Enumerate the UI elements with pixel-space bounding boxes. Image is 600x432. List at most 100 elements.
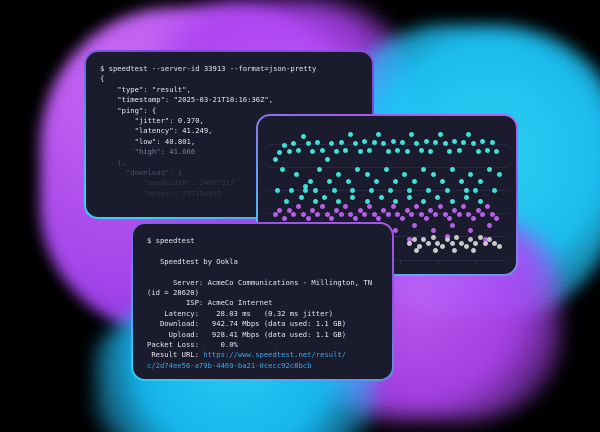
chart-dot-download [322,195,328,201]
chart-dot-download [411,178,417,184]
chart-dot-ping [430,234,436,240]
chart-dot-upload [305,215,311,221]
chart-dot-download [392,178,398,184]
chart-dot-upload [430,228,436,234]
chart-dot-download [444,187,450,193]
chart-dot-upload [300,211,306,217]
result-summary-text: $ speedtest Speedtest by Ookla Server: A… [133,224,392,371]
chart-dot-download [381,141,387,147]
chart-dot-upload [482,237,488,243]
chart-dot-download [378,195,384,201]
json-output-text: $ speedtest --server-id 33913 --format=j… [86,52,372,199]
chart-dot-upload [428,207,434,213]
json-output-line: {, [100,157,126,167]
chart-dot-download [289,187,295,193]
chart-dot-ping [487,237,493,243]
result-summary-line: Latency: 28.03 ms (0.32 ms jitter) [147,308,334,318]
chart-dot-download [496,172,502,178]
chart-dot-download [468,172,474,178]
json-output-line: "type": "result", [100,84,191,94]
chart-dot-download [343,147,349,153]
chart-dot-download [477,178,483,184]
chart-dot-upload [449,223,455,229]
chart-dot-download [296,147,302,153]
chart-dot-upload [411,223,417,229]
chart-dot-download [303,183,309,189]
chart-dot-download [437,132,443,138]
chart-dot-upload [310,207,316,213]
chart-dot-upload [348,211,354,217]
chart-dot-upload [456,211,462,217]
chart-dot-download [392,199,398,205]
chart-dot-upload [286,207,292,213]
chart-dot-download [463,195,469,201]
chart-dot-upload [470,215,476,221]
result-url-link[interactable]: https://www.speedtest.net/result/ [203,350,347,360]
chart-dot-download [477,199,483,205]
chart-dot-download [414,141,420,147]
chart-dot-download [274,187,280,193]
chart-dot-upload [407,237,413,243]
chart-dot-download [473,187,479,193]
chart-dot-upload [447,215,453,221]
chart-dot-download [319,147,325,153]
chart-dot-ping [473,241,479,247]
chart-dot-download [385,149,391,155]
chart-dot-download [421,199,427,205]
chart-dot-download [440,178,446,184]
chart-dot-ping [468,237,474,243]
chart-dot-download [423,138,429,144]
chart-dot-upload [392,228,398,234]
chart-dot-download [293,172,299,178]
chart-dot-upload [451,207,457,213]
result-url-label: Result URL: [147,350,204,360]
chart-dot-download [442,141,448,147]
chart-dot-upload [362,211,368,217]
chart-dot-ping [492,241,498,247]
chart-dot-ping [414,247,420,253]
chart-dot-download [449,167,455,173]
chart-dot-ping [477,234,483,240]
chart-dot-download [336,172,342,178]
json-output-line: "bytes": 239152592 [100,188,222,198]
chart-dot-upload [423,215,429,221]
result-summary-line: (id = 28620) [147,288,199,298]
chart-dot-ping [407,241,413,247]
chart-x-tick [400,260,402,264]
chart-dot-upload [376,215,382,221]
chart-dot-upload [475,207,481,213]
json-output-line: "download": { [100,168,183,178]
chart-dot-ping [482,241,488,247]
chart-dot-upload [468,228,474,234]
chart-dot-upload [444,233,450,239]
chart-dot-download [466,132,472,138]
chart-dot-download [421,167,427,173]
chart-dot-download [310,149,316,155]
chart-dot-download [374,178,380,184]
chart-dot-upload [291,211,297,217]
chart-dot-download [312,199,318,205]
result-summary-line [147,267,392,277]
chart-dot-download [425,187,431,193]
chart-dot-download [284,199,290,205]
chart-dot-download [329,141,335,147]
chart-dot-download [317,167,323,173]
chart-dot-upload [395,211,401,217]
chart-dot-upload [366,204,372,210]
chart-dot-upload [442,211,448,217]
result-summary-line: ISP: AcmeCo Internet [147,298,273,308]
chart-dot-upload [324,211,330,217]
terminal-window-result-summary[interactable]: $ speedtest Speedtest by Ookla Server: A… [131,222,394,381]
result-summary-line [147,246,392,256]
result-url-link-continued[interactable]: c/2d74ee56-a79b-4469-ba21-0cecc92c8bcb [147,360,312,370]
chart-dot-upload [338,211,344,217]
chart-dot-download [407,195,413,201]
chart-dot-upload [433,211,439,217]
json-output-line: { [100,74,105,84]
json-output-line: "high": 41.666 [100,147,196,157]
chart-dot-download [383,167,389,173]
chart-dot-download [312,187,318,193]
chart-dot-download [388,187,394,193]
chart-dot-download [279,167,285,173]
